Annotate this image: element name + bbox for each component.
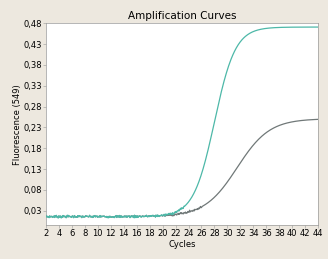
Y-axis label: Fluorescence (549): Fluorescence (549)	[13, 84, 22, 165]
Title: Amplification Curves: Amplification Curves	[128, 11, 236, 21]
X-axis label: Cycles: Cycles	[168, 240, 196, 249]
